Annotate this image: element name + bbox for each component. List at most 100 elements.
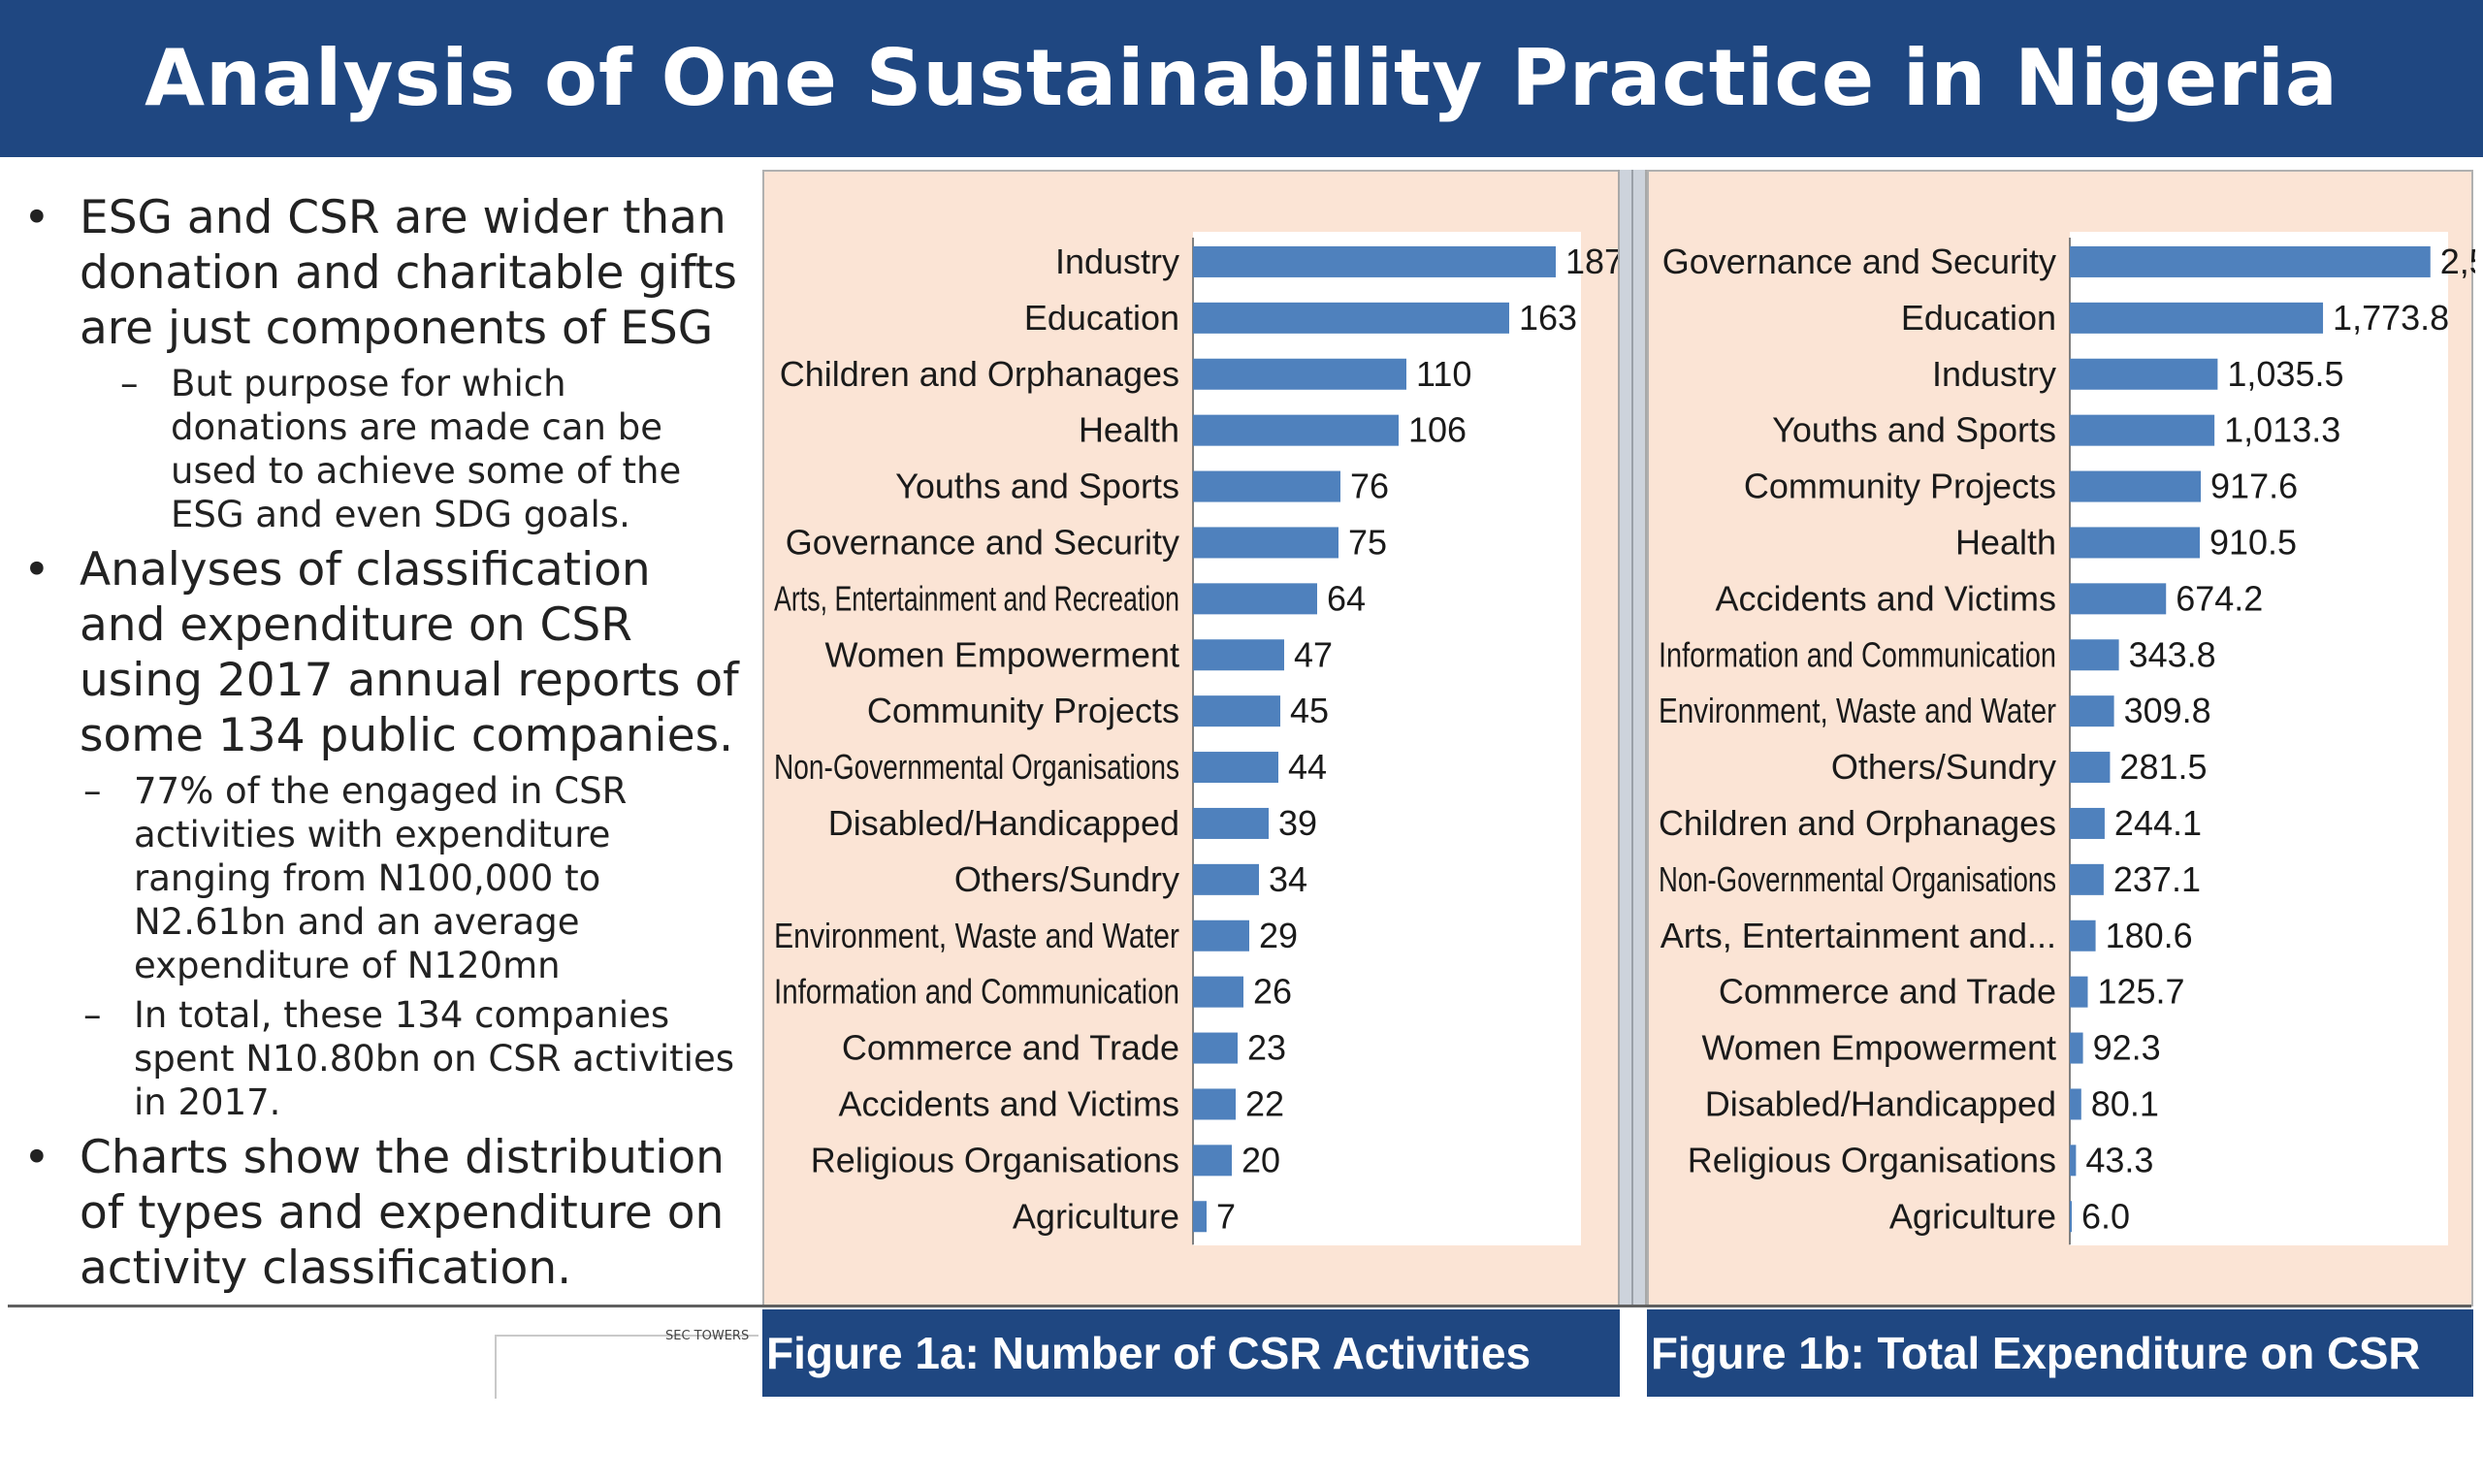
category-label: Disabled/Handicapped (828, 803, 1179, 843)
bar (1193, 976, 1243, 1008)
bar (1193, 919, 1249, 952)
value-label: 1,773.8 (2333, 298, 2449, 338)
value-label: 917.6 (2210, 467, 2298, 506)
value-label: 125.7 (2097, 972, 2184, 1012)
category-label: Disabled/Handicapped (1705, 1083, 2056, 1123)
value-label: 80.1 (2091, 1083, 2159, 1123)
value-label: 106 (1408, 410, 1467, 450)
value-label: 92.3 (2093, 1028, 2161, 1068)
bar (2070, 1201, 2072, 1233)
category-label: Children and Orphanages (1659, 803, 2056, 843)
value-label: 187 (1565, 242, 1622, 281)
value-label: 39 (1278, 803, 1317, 843)
category-label: Commerce and Trade (842, 1028, 1179, 1068)
bar (2070, 1032, 2083, 1064)
value-label: 47 (1294, 634, 1333, 674)
value-label: 75 (1348, 522, 1387, 562)
chart-panel-1a: Industry 187 Education 163 Children and Orph… (762, 170, 1622, 1307)
value-label: 26 (1253, 972, 1292, 1012)
category-label: Women Empowerment (1702, 1028, 2056, 1068)
value-label: 45 (1290, 691, 1329, 730)
value-label: 244.1 (2114, 803, 2202, 843)
bar (1193, 1088, 1236, 1120)
value-label: 1,013.3 (2224, 410, 2340, 450)
value-label: 44 (1288, 747, 1327, 787)
bullet-list: ESG and CSR are wider than donation and … (23, 190, 741, 1302)
value-label: 20 (1242, 1140, 1280, 1179)
chart-panel-1b: Governance and Security 2,526.0 Education 1… (1647, 170, 2475, 1307)
value-label: 22 (1245, 1083, 1284, 1123)
value-label: 6.0 (2081, 1196, 2130, 1236)
category-label: Information and Communication (1659, 634, 2056, 674)
value-label: 281.5 (2119, 747, 2207, 787)
category-label: Industry (1932, 354, 2056, 394)
bar (1193, 358, 1406, 390)
value-label: 163 (1519, 298, 1577, 338)
category-label: Commerce and Trade (1719, 972, 2056, 1012)
category-label: Health (1079, 410, 1179, 450)
category-label: Arts, Entertainment and Recreation (774, 578, 1179, 618)
bar (1193, 245, 1556, 277)
bar (1193, 527, 1338, 559)
bar (2070, 919, 2096, 952)
plot-area-1a (1193, 232, 1581, 1245)
footer-rule (8, 1305, 2471, 1307)
sub-bullet-item: But purpose for which donations are made… (23, 362, 741, 536)
bar (1193, 414, 1399, 446)
value-label: 23 (1247, 1028, 1286, 1068)
bar (2070, 414, 2215, 446)
category-label: Community Projects (867, 691, 1179, 730)
value-label: 180.6 (2106, 916, 2193, 955)
chart-divider (1618, 170, 1647, 1307)
caption-text: Figure 1b: Total Expenditure on CSR Acti… (1651, 1328, 2421, 1466)
figure-1b-caption: Figure 1b: Total Expenditure on CSR Acti… (1647, 1309, 2473, 1466)
bar (1193, 583, 1317, 615)
category-label: Children and Orphanages (780, 354, 1179, 394)
value-label: 309.8 (2124, 691, 2211, 730)
category-label: Others/Sundry (1831, 747, 2056, 787)
bar (1193, 752, 1278, 784)
category-label: Non-Governmental Organisations (1659, 859, 2056, 899)
bar (1193, 470, 1340, 502)
bar (1193, 639, 1284, 671)
bullet-item: Analyses of classification and expenditu… (23, 542, 741, 763)
bar (2070, 583, 2167, 615)
bar (2070, 358, 2218, 390)
category-label: Health (1955, 522, 2056, 562)
value-label: 1,035.5 (2227, 354, 2343, 394)
bar (1193, 1145, 1232, 1177)
bullet-item: Charts show the distribution of types an… (23, 1130, 741, 1296)
bar (2070, 752, 2111, 784)
category-label: Others/Sundry (954, 859, 1179, 899)
category-label: Environment, Waste and Water (1659, 691, 2056, 730)
bullet-item: ESG and CSR are wider than donation and … (23, 190, 741, 356)
category-label: Arts, Entertainment and... (1661, 916, 2056, 955)
value-label: 76 (1350, 467, 1389, 506)
caption-text: Figure 1a: Number of CSR Activities (766, 1328, 1532, 1378)
bar (2070, 976, 2088, 1008)
figure-1a-caption: Figure 1a: Number of CSR Activities (762, 1309, 1620, 1397)
value-label: 7 (1216, 1196, 1236, 1236)
category-label: Women Empowerment (825, 634, 1179, 674)
bar (2070, 302, 2324, 334)
value-label: 237.1 (2113, 859, 2201, 899)
bar (2070, 527, 2200, 559)
category-label: Governance and Security (1662, 242, 2056, 281)
category-label: Environment, Waste and Water (774, 916, 1179, 955)
category-label: Religious Organisations (1688, 1140, 2056, 1179)
value-label: 910.5 (2209, 522, 2297, 562)
bar (2070, 807, 2105, 839)
category-label: Accidents and Victims (1716, 578, 2057, 618)
sub-bullet-item: In total, these 134 companies spent N10.… (23, 993, 741, 1124)
category-label: Youths and Sports (1772, 410, 2056, 450)
bar (2070, 1088, 2081, 1120)
bar (2070, 639, 2119, 671)
category-label: Information and Communication (774, 972, 1179, 1012)
bar (1193, 1201, 1207, 1233)
bar (2070, 470, 2202, 502)
logo-text: SEC TOWERS (665, 1329, 750, 1343)
category-label: Non-Governmental Organisations (774, 747, 1179, 787)
category-label: Education (1024, 298, 1179, 338)
plot-area-1b (2070, 232, 2448, 1245)
bar (2070, 695, 2114, 727)
